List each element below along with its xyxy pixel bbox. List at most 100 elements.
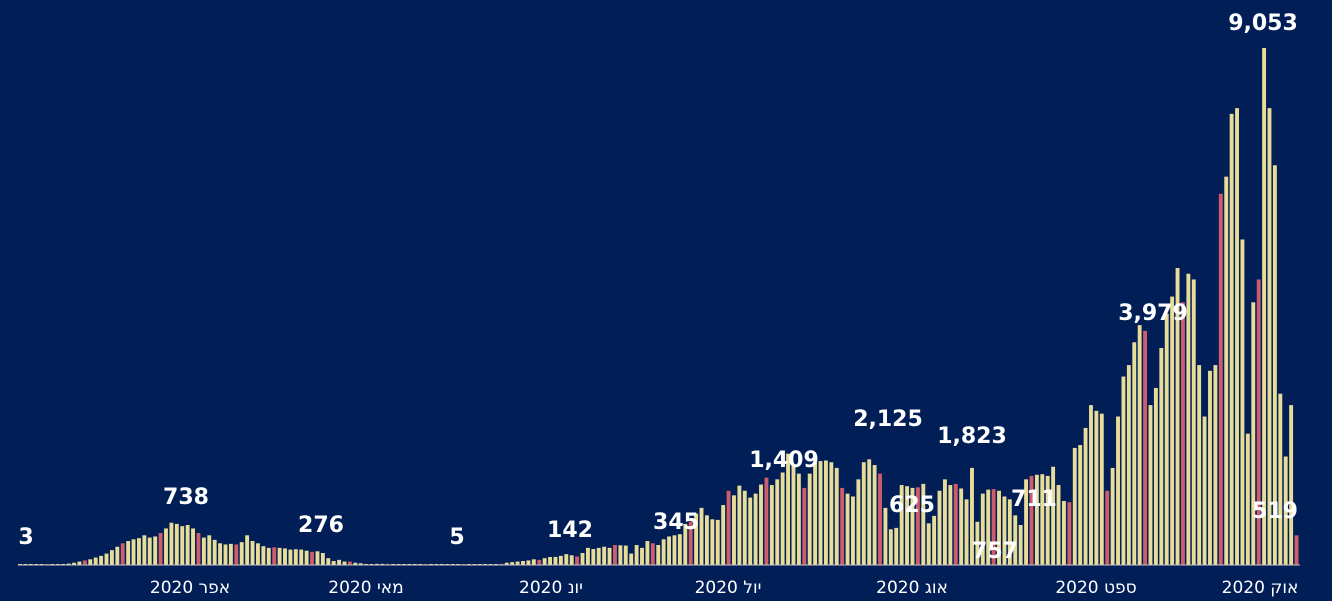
bar-38	[223, 544, 228, 565]
bar-167	[921, 483, 926, 565]
bar-170	[937, 490, 942, 565]
annotation-738: 738	[163, 485, 209, 510]
bar-18	[115, 546, 120, 565]
bar-140	[775, 479, 780, 565]
bar-16	[104, 553, 109, 565]
bar-166	[915, 487, 920, 565]
bar-204	[1121, 376, 1126, 565]
bar-154	[851, 496, 855, 565]
bar-183	[1007, 499, 1012, 565]
bar-92	[515, 561, 520, 565]
bar-153	[845, 493, 850, 565]
annotation-625: 625	[889, 493, 935, 518]
bar-131	[726, 490, 731, 565]
bar-157	[867, 459, 872, 565]
bar-15	[99, 555, 104, 565]
bar-230	[1262, 48, 1267, 565]
bar-60	[342, 561, 347, 565]
bar-155	[856, 479, 861, 565]
annotation-5: 5	[449, 525, 464, 550]
x-tick-may: מאי 2020	[328, 578, 403, 598]
bar-20	[126, 541, 131, 565]
bar-98	[548, 557, 552, 565]
bar-49	[283, 548, 287, 565]
bar-174	[959, 488, 964, 565]
bar-19	[120, 543, 125, 565]
bar-156	[861, 462, 866, 565]
bar-221	[1213, 365, 1218, 565]
bar-209	[1148, 405, 1153, 565]
bar-233	[1278, 393, 1283, 565]
bar-33	[196, 533, 201, 565]
annotation-711: 711	[1011, 487, 1057, 512]
bar-29	[174, 523, 179, 565]
bar-40	[234, 544, 239, 565]
annotation-276: 276	[298, 513, 344, 538]
bar-105	[585, 547, 590, 565]
bar-173	[953, 483, 958, 565]
bar-168	[926, 523, 931, 565]
bar-144	[796, 473, 801, 565]
bar-102	[569, 555, 574, 565]
bar-121	[672, 535, 677, 565]
bar-211	[1159, 347, 1164, 565]
bar-161	[888, 529, 893, 565]
bar-52	[299, 549, 304, 565]
x-tick-jul: יול 2020	[695, 578, 762, 598]
bar-54	[310, 551, 314, 565]
bar-175	[964, 499, 969, 565]
bar-159	[878, 473, 882, 565]
bar-113	[629, 553, 634, 565]
bar-51	[293, 549, 298, 565]
bar-93	[521, 561, 525, 565]
bar-37	[218, 543, 223, 565]
bar-10	[72, 562, 76, 565]
bar-200	[1099, 413, 1104, 565]
bar-39	[228, 543, 233, 565]
bar-11	[77, 561, 82, 565]
bar-28	[169, 522, 174, 565]
bar-27	[164, 528, 168, 565]
x-tick-apr: אפר 2020	[150, 578, 230, 598]
bar-107	[596, 547, 601, 565]
bar-90	[504, 562, 509, 565]
bar-185	[1018, 525, 1023, 565]
bar-149	[823, 460, 828, 565]
bar-68	[385, 563, 390, 565]
bar-225	[1235, 108, 1239, 565]
bar-103	[575, 556, 580, 565]
annotation-3979: 3,979	[1118, 301, 1188, 326]
bar-135	[748, 497, 753, 565]
annotation-2125: 2,125	[853, 407, 923, 432]
bar-151	[834, 467, 839, 565]
bar-129	[715, 519, 720, 565]
bar-213	[1170, 296, 1175, 565]
bar-227	[1245, 433, 1250, 565]
bar-163	[899, 485, 904, 565]
annotation-1409: 1,409	[749, 448, 819, 473]
bars-group	[18, 48, 1299, 566]
bar-214	[1175, 268, 1180, 565]
bar-34	[201, 537, 206, 565]
bar-63	[358, 563, 363, 565]
bar-150	[829, 462, 834, 565]
bar-132	[732, 495, 736, 565]
bar-130	[721, 505, 726, 565]
bar-199	[1094, 410, 1099, 565]
bar-187	[1029, 475, 1034, 565]
bar-189	[1040, 474, 1045, 565]
bar-179	[986, 489, 991, 565]
bar-122	[677, 534, 682, 565]
annotation-345: 345	[653, 510, 699, 535]
bar-115	[640, 547, 644, 565]
bar-198	[1089, 405, 1093, 565]
bar-112	[623, 545, 628, 565]
bar-180	[991, 489, 996, 565]
bar-55	[315, 551, 320, 565]
bar-46	[266, 547, 271, 565]
bar-8	[61, 563, 66, 565]
bar-95	[531, 559, 536, 565]
bar-212	[1164, 313, 1169, 565]
